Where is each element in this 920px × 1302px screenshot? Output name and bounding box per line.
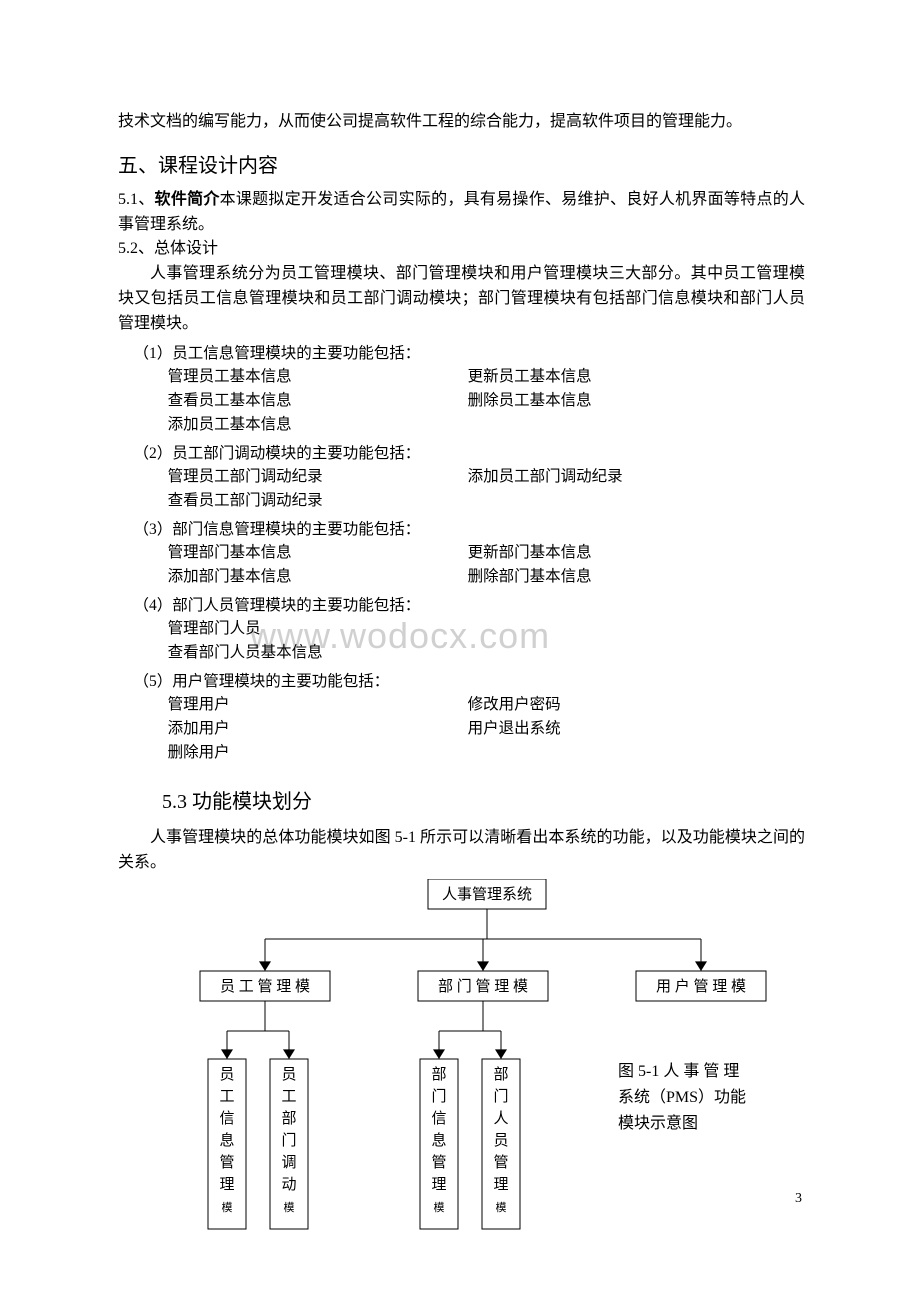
feature-head: （4）部门人员管理模块的主要功能包括： (134, 593, 806, 615)
svg-text:信: 信 (219, 1110, 234, 1127)
feature-head: （5）用户管理模块的主要功能包括： (134, 669, 806, 691)
feature-module: （3）部门信息管理模块的主要功能包括：管理部门基本信息更新部门基本信息添加部门基… (118, 517, 805, 589)
feature-row: 添加员工基本信息 (118, 413, 805, 437)
feature-item-right: 修改用户密码 (468, 693, 728, 717)
intro-paragraph: 技术文档的编写能力，从而使公司提高软件工程的综合能力，提高软件项目的管理能力。 (118, 110, 805, 135)
feature-item-right: 更新员工基本信息 (468, 365, 728, 389)
feature-item-right (468, 741, 728, 765)
feature-item-left: 管理部门人员 (168, 617, 468, 641)
svg-text:员: 员 (281, 1067, 296, 1083)
feature-item-left: 查看员工部门调动纪录 (168, 489, 468, 513)
diagram-caption: 图 5-1 人 事 管 理 系统（PMS）功能 模块示意图 (618, 1059, 788, 1136)
feature-item-left: 管理用户 (168, 693, 468, 717)
feature-item-left: 添加员工基本信息 (168, 413, 468, 437)
feature-row: 管理部门人员 (118, 617, 805, 641)
caption-line-3: 模块示意图 (618, 1111, 788, 1137)
feature-item-right: 删除员工基本信息 (468, 389, 728, 413)
svg-text:门: 门 (281, 1132, 296, 1149)
svg-text:部: 部 (493, 1066, 508, 1083)
feature-item-right (468, 617, 728, 641)
feature-item-left: 删除用户 (168, 741, 468, 765)
p51-label: 5.1、 (118, 191, 155, 208)
caption-line-2: 系统（PMS）功能 (618, 1085, 788, 1111)
feature-row: 管理部门基本信息更新部门基本信息 (118, 541, 805, 565)
svg-text:息: 息 (431, 1132, 446, 1149)
svg-text:模: 模 (496, 1201, 507, 1214)
p51-bold: 软件简介 (155, 191, 220, 208)
p53-para: 人事管理模块的总体功能模块如图 5-1 所示可以清晰看出本系统的功能，以及功能模… (118, 826, 805, 876)
p51: 5.1、软件简介本课题拟定开发适合公司实际的，具有易操作、易维护、良好人机界面等… (118, 188, 805, 238)
svg-text:部 门 管 理 模: 部 门 管 理 模 (438, 978, 528, 995)
feature-item-right: 更新部门基本信息 (468, 541, 728, 565)
svg-text:人事管理系统: 人事管理系统 (442, 886, 532, 903)
feature-item-right (468, 413, 728, 437)
feature-item-right: 添加员工部门调动纪录 (468, 465, 728, 489)
svg-text:部: 部 (281, 1110, 296, 1127)
feature-item-right (468, 641, 728, 665)
feature-item-left: 查看部门人员基本信息 (168, 641, 468, 665)
feature-item-left: 添加部门基本信息 (168, 565, 468, 589)
svg-text:人: 人 (493, 1110, 508, 1127)
svg-text:理: 理 (431, 1177, 446, 1193)
p52-para: 人事管理系统分为员工管理模块、部门管理模块和用户管理模块三大部分。其中员工管理模… (118, 262, 805, 336)
svg-text:员: 员 (493, 1133, 508, 1149)
feature-item-right: 删除部门基本信息 (468, 565, 728, 589)
feature-item-left: 添加用户 (168, 717, 468, 741)
feature-item-left: 管理部门基本信息 (168, 541, 468, 565)
svg-text:员 工 管 理 模: 员 工 管 理 模 (220, 978, 310, 995)
svg-text:部: 部 (431, 1066, 446, 1083)
svg-text:工: 工 (281, 1089, 296, 1105)
svg-text:门: 门 (493, 1088, 508, 1105)
feature-row: 查看员工基本信息删除员工基本信息 (118, 389, 805, 413)
svg-text:理: 理 (493, 1177, 508, 1193)
svg-text:调: 调 (281, 1154, 296, 1171)
svg-text:模: 模 (222, 1201, 233, 1214)
svg-text:工: 工 (219, 1089, 234, 1105)
feature-module: （2）员工部门调动模块的主要功能包括：管理员工部门调动纪录添加员工部门调动纪录查… (118, 441, 805, 513)
feature-row: 添加部门基本信息删除部门基本信息 (118, 565, 805, 589)
svg-text:信: 信 (431, 1110, 446, 1127)
feature-row: 删除用户 (118, 741, 805, 765)
section-5-title: 五、课程设计内容 (118, 149, 805, 178)
feature-item-left: 查看员工基本信息 (168, 389, 468, 413)
feature-row: 添加用户用户退出系统 (118, 717, 805, 741)
svg-text:动: 动 (281, 1176, 296, 1193)
feature-item-left: 管理员工部门调动纪录 (168, 465, 468, 489)
svg-text:用 户 管 理 模: 用 户 管 理 模 (656, 978, 746, 995)
svg-text:管: 管 (431, 1154, 446, 1171)
feature-item-right: 用户退出系统 (468, 717, 728, 741)
feature-row: 查看部门人员基本信息 (118, 641, 805, 665)
svg-text:管: 管 (493, 1154, 508, 1171)
feature-module: （5）用户管理模块的主要功能包括：管理用户修改用户密码添加用户用户退出系统删除用… (118, 669, 805, 765)
svg-text:息: 息 (219, 1132, 234, 1149)
heading-5-3: 5.3 功能模块划分 (162, 785, 805, 814)
feature-item-right (468, 489, 728, 513)
svg-text:门: 门 (431, 1088, 446, 1105)
feature-head: （3）部门信息管理模块的主要功能包括： (134, 517, 806, 539)
module-diagram: 人事管理系统员 工 管 理 模部 门 管 理 模用 户 管 理 模员工信息管理模… (118, 879, 805, 1239)
svg-text:管: 管 (219, 1154, 234, 1171)
feature-row: 查看员工部门调动纪录 (118, 489, 805, 513)
feature-row: 管理用户修改用户密码 (118, 693, 805, 717)
feature-row: 管理员工基本信息更新员工基本信息 (118, 365, 805, 389)
svg-text:模: 模 (284, 1201, 295, 1214)
feature-head: （1）员工信息管理模块的主要功能包括： (134, 341, 806, 363)
svg-text:模: 模 (434, 1201, 445, 1214)
feature-module: （1）员工信息管理模块的主要功能包括：管理员工基本信息更新员工基本信息查看员工基… (118, 341, 805, 437)
feature-item-left: 管理员工基本信息 (168, 365, 468, 389)
p51-rest: 本课题拟定开发适合公司实际的，具有易操作、易维护、良好人机界面等特点的人事管理系… (118, 191, 805, 233)
feature-row: 管理员工部门调动纪录添加员工部门调动纪录 (118, 465, 805, 489)
p52-head: 5.2、总体设计 (118, 237, 805, 262)
modules-list: （1）员工信息管理模块的主要功能包括：管理员工基本信息更新员工基本信息查看员工基… (118, 341, 805, 765)
feature-module: （4）部门人员管理模块的主要功能包括：管理部门人员查看部门人员基本信息 (118, 593, 805, 665)
feature-head: （2）员工部门调动模块的主要功能包括： (134, 441, 806, 463)
svg-text:员: 员 (219, 1067, 234, 1083)
svg-text:理: 理 (219, 1177, 234, 1193)
caption-line-1: 图 5-1 人 事 管 理 (618, 1059, 788, 1085)
